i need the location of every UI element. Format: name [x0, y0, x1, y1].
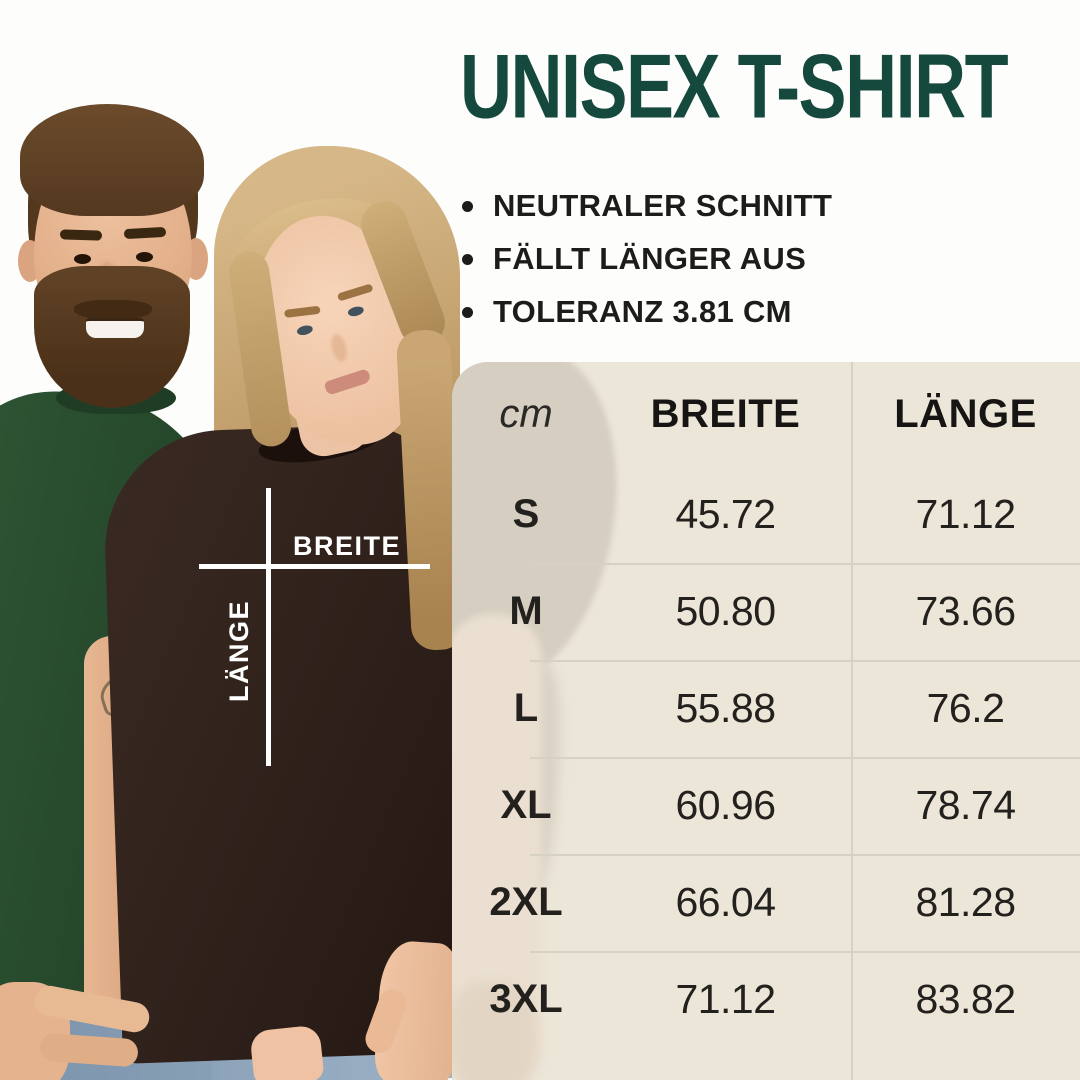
breite-value: 55.88: [675, 685, 776, 731]
breite-value: 66.04: [675, 879, 776, 925]
unit-label: cm: [499, 391, 553, 436]
size-label: XL: [500, 783, 552, 827]
feature-label: FÄLLT LÄNGER AUS: [493, 241, 807, 276]
length-axis-label: LÄNGE: [224, 600, 254, 702]
breite-value: 50.80: [675, 588, 776, 634]
bullet-dot-icon: [462, 200, 473, 212]
man-eye: [74, 254, 91, 264]
size-label: 3XL: [489, 977, 563, 1021]
laenge-value: 81.28: [915, 879, 1016, 925]
row-divider: [530, 854, 1080, 856]
man-eyebrow: [59, 229, 103, 241]
feature-item: TOLERANZ 3.81 CM: [462, 294, 832, 330]
row-divider: [530, 951, 1080, 953]
table-row: 3XL 71.12 83.82: [452, 951, 1080, 1048]
width-axis-label: BREITE: [293, 531, 402, 561]
row-divider: [530, 660, 1080, 662]
table-header-row: cm BREITE LÄNGE: [452, 362, 1080, 466]
page-title: UNISEX T-SHIRT: [460, 36, 1009, 138]
column-header-breite: BREITE: [650, 391, 801, 436]
size-label: M: [509, 589, 543, 633]
size-label: 2XL: [489, 880, 563, 924]
row-divider: [530, 757, 1080, 759]
size-label: S: [512, 492, 540, 536]
photo-showthrough-hand: [452, 982, 536, 1080]
man-smile: [86, 318, 144, 338]
table-row: XL 60.96 78.74: [452, 757, 1080, 854]
feature-label: TOLERANZ 3.81 CM: [493, 294, 792, 329]
feature-label: NEUTRALER SCHNITT: [493, 188, 833, 223]
width-axis-line: [199, 564, 430, 569]
bullet-dot-icon: [462, 306, 473, 318]
length-axis-line: [266, 488, 271, 766]
size-label: L: [513, 686, 539, 730]
column-header-laenge: LÄNGE: [894, 391, 1037, 436]
man-mustache: [74, 300, 152, 320]
breite-value: 71.12: [675, 976, 776, 1022]
laenge-value: 78.74: [915, 782, 1016, 828]
size-table-panel: cm BREITE LÄNGE S 45.72 71.12 M 50.80 73…: [452, 362, 1080, 1080]
laenge-value: 73.66: [915, 588, 1016, 634]
table-row: S 45.72 71.12: [452, 466, 1080, 563]
laenge-value: 76.2: [926, 685, 1005, 731]
feature-item: NEUTRALER SCHNITT: [462, 188, 832, 224]
woman-hand: [249, 1024, 325, 1080]
row-divider: [530, 563, 1080, 565]
table-row: 2XL 66.04 81.28: [452, 854, 1080, 951]
man-eye: [136, 252, 153, 262]
bullet-dot-icon: [462, 253, 473, 265]
table-row: M 50.80 73.66: [452, 563, 1080, 660]
table-row: L 55.88 76.2: [452, 660, 1080, 757]
breite-value: 45.72: [675, 491, 776, 537]
laenge-value: 71.12: [915, 491, 1016, 537]
man-hair: [20, 104, 204, 216]
feature-list: NEUTRALER SCHNITT FÄLLT LÄNGER AUS TOLER…: [462, 188, 832, 347]
feature-item: FÄLLT LÄNGER AUS: [462, 241, 832, 277]
breite-value: 60.96: [675, 782, 776, 828]
laenge-value: 83.82: [915, 976, 1016, 1022]
column-divider: [851, 362, 853, 1080]
